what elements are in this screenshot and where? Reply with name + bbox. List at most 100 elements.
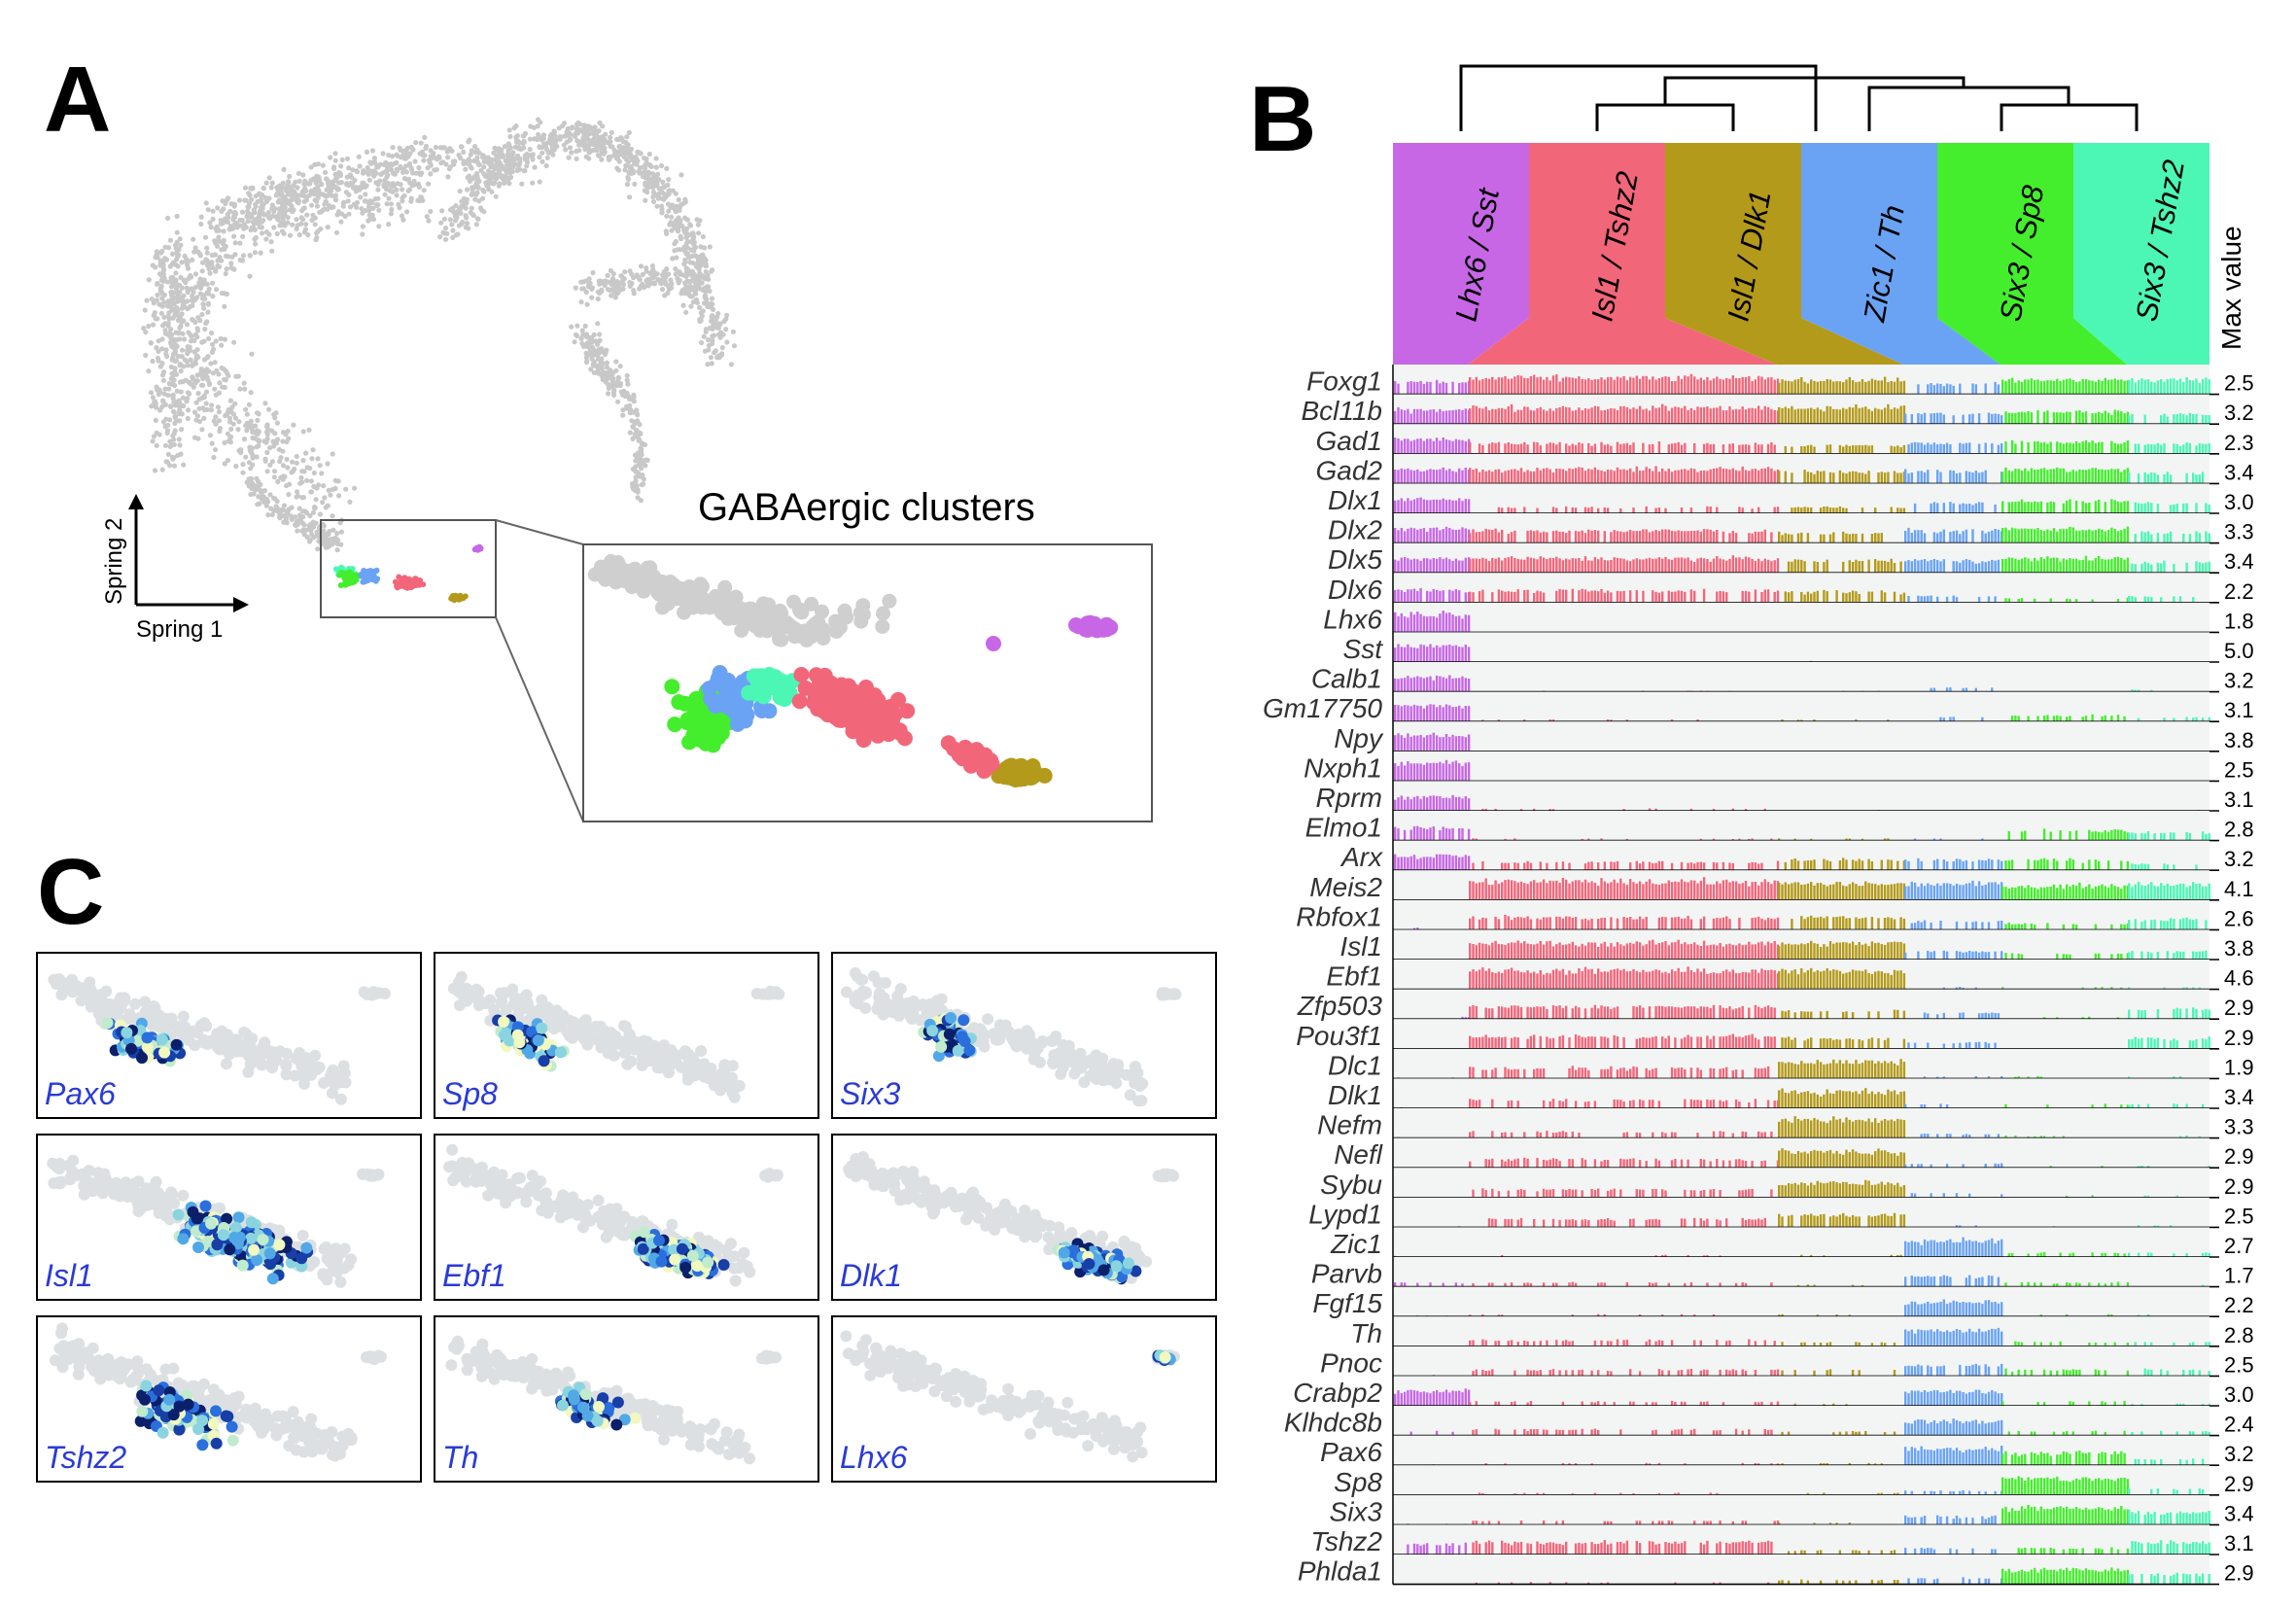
gene-track-dlx1: Dlx1 3.0 xyxy=(1328,483,2254,515)
gene-track-elmo1: Elmo1 2.8 xyxy=(1305,811,2254,843)
gene-track-meis2: Meis2 4.1 xyxy=(1309,870,2254,902)
gene-track-dlx5: Dlx5 3.4 xyxy=(1328,542,2254,575)
feature-plot-label: Six3 xyxy=(840,1076,900,1111)
gene-label: Sst xyxy=(1343,634,1384,664)
max-value: 5.0 xyxy=(2224,639,2254,663)
feature-plot-lhx6: Lhx6 xyxy=(831,1315,1217,1483)
max-value: 2.2 xyxy=(2224,1293,2254,1317)
gene-label: Parvb xyxy=(1311,1259,1382,1289)
gene-label: Pax6 xyxy=(1320,1437,1382,1467)
gene-label: Elmo1 xyxy=(1305,813,1382,843)
gene-label: Dlx6 xyxy=(1328,575,1382,605)
gene-track-phlda1: Phlda1 2.9 xyxy=(1298,1555,2254,1587)
gene-track-gm17750: Gm17750 3.1 xyxy=(1263,691,2254,723)
gene-track-calb1: Calb1 3.2 xyxy=(1311,662,2254,694)
gene-track-sst: Sst 5.0 xyxy=(1343,632,2254,664)
feature-plot-six3: Six3 xyxy=(831,952,1217,1119)
cluster-band xyxy=(1665,143,1903,365)
panel-a-letter: A xyxy=(44,48,111,152)
feature-plot-dlk1: Dlk1 xyxy=(831,1134,1217,1301)
max-value: 3.0 xyxy=(2224,490,2254,514)
cluster-band xyxy=(1393,143,1529,365)
gene-track-pax6: Pax6 3.2 xyxy=(1320,1435,2254,1467)
gene-track-zfp503: Zfp503 2.9 xyxy=(1297,989,2254,1021)
gene-label: Zic1 xyxy=(1330,1229,1382,1259)
feature-plot-label: Lhx6 xyxy=(840,1440,908,1475)
gene-label: Dlk1 xyxy=(1328,1080,1382,1110)
feature-plot-isl1: Isl1 xyxy=(36,1134,422,1301)
gene-label: Isl1 xyxy=(1339,931,1382,961)
gene-track-dlc1: Dlc1 1.9 xyxy=(1328,1048,2254,1080)
spring-axes: Spring 2 Spring 1 xyxy=(101,494,249,643)
max-value: 3.0 xyxy=(2224,1382,2254,1407)
max-value: 2.8 xyxy=(2224,818,2254,842)
max-value: 4.6 xyxy=(2224,966,2254,991)
axis-x-label: Spring 1 xyxy=(136,616,223,643)
gene-label: Foxg1 xyxy=(1306,367,1382,397)
gene-label: Nefm xyxy=(1317,1110,1382,1140)
gene-track-lypd1: Lypd1 2.5 xyxy=(1308,1197,2254,1229)
feature-plot-ebf1: Ebf1 xyxy=(434,1134,819,1301)
gene-label: Th xyxy=(1350,1318,1382,1348)
max-value: 3.3 xyxy=(2224,1115,2254,1139)
gene-track-ebf1: Ebf1 4.6 xyxy=(1326,960,2254,992)
max-value: 2.2 xyxy=(2224,579,2254,604)
gene-track-th: Th 2.8 xyxy=(1350,1316,2254,1348)
gene-label: Sybu xyxy=(1320,1170,1382,1200)
gene-label: Six3 xyxy=(1330,1496,1383,1526)
zoom-connector-top xyxy=(495,519,584,545)
gene-label: Dlx2 xyxy=(1328,515,1382,545)
max-value: 3.1 xyxy=(2224,1531,2254,1556)
zoom-box-cells xyxy=(333,543,484,604)
cluster-band xyxy=(1801,143,2000,365)
gene-track-parvb: Parvb 1.7 xyxy=(1311,1257,2254,1289)
max-value: 2.5 xyxy=(2224,371,2254,396)
gene-label: Sp8 xyxy=(1334,1467,1382,1497)
feature-plot-label: Dlk1 xyxy=(840,1258,902,1293)
max-value: 2.3 xyxy=(2224,431,2254,455)
inset-title: GABAergic clusters xyxy=(698,486,1035,529)
dendrogram xyxy=(1459,64,2139,131)
gene-track-pnoc: Pnoc 2.5 xyxy=(1320,1346,2254,1378)
gene-label: Gad2 xyxy=(1316,455,1383,485)
gene-label: Lypd1 xyxy=(1308,1199,1382,1229)
feature-plot-label: Sp8 xyxy=(442,1076,498,1111)
gene-track-dlk1: Dlk1 3.4 xyxy=(1328,1078,2254,1110)
spring-embedding-background-cells xyxy=(141,117,738,553)
gene-label: Fgf15 xyxy=(1312,1288,1382,1318)
gene-track-pou3f1: Pou3f1 2.9 xyxy=(1296,1019,2254,1051)
gene-track-rprm: Rprm 3.1 xyxy=(1316,781,2254,813)
gene-label: Crabp2 xyxy=(1293,1378,1382,1408)
gene-track-six3: Six3 3.4 xyxy=(1330,1494,2254,1526)
feature-plot-label: Ebf1 xyxy=(442,1258,506,1293)
feature-plot-pax6: Pax6 xyxy=(36,952,422,1119)
gene-track-fgf15: Fgf15 2.2 xyxy=(1312,1286,2254,1318)
gene-track-foxg1: Foxg1 2.5 xyxy=(1306,365,2254,397)
gene-label: Npy xyxy=(1334,723,1384,753)
max-value: 2.4 xyxy=(2224,1413,2254,1437)
zoom-box xyxy=(320,519,497,618)
gene-feature-plots: Pax6 Sp8 Six3 Isl1 Ebf1 Dlk1 Tshz2 Th Lhx6 xyxy=(36,952,1217,1483)
gene-track-sybu: Sybu 2.9 xyxy=(1320,1168,2254,1200)
max-value: 1.7 xyxy=(2224,1264,2254,1288)
gene-track-sp8: Sp8 2.9 xyxy=(1334,1465,2254,1497)
max-value: 3.1 xyxy=(2224,698,2254,722)
max-value: 2.9 xyxy=(2224,1561,2254,1586)
gene-track-nefm: Nefm 3.3 xyxy=(1317,1108,2254,1140)
max-value: 2.5 xyxy=(2224,1352,2254,1377)
gene-track-tshz2: Tshz2 3.1 xyxy=(1310,1524,2254,1556)
gene-label: Ebf1 xyxy=(1326,961,1382,992)
gene-track-dlx6: Dlx6 2.2 xyxy=(1328,573,2254,605)
feature-plot-th: Th xyxy=(434,1315,819,1483)
gene-label: Phlda1 xyxy=(1298,1556,1382,1587)
max-value: 2.7 xyxy=(2224,1234,2254,1258)
feature-plot-label: Tshz2 xyxy=(45,1440,126,1475)
gene-label: Pnoc xyxy=(1320,1347,1382,1378)
gene-track-crabp2: Crabp2 3.0 xyxy=(1293,1376,2254,1408)
gene-label: Arx xyxy=(1339,842,1383,872)
gene-track-gad2: Gad2 3.4 xyxy=(1316,453,2254,485)
max-value: 2.8 xyxy=(2224,1323,2254,1347)
gene-track-npy: Npy 3.8 xyxy=(1334,721,2254,753)
